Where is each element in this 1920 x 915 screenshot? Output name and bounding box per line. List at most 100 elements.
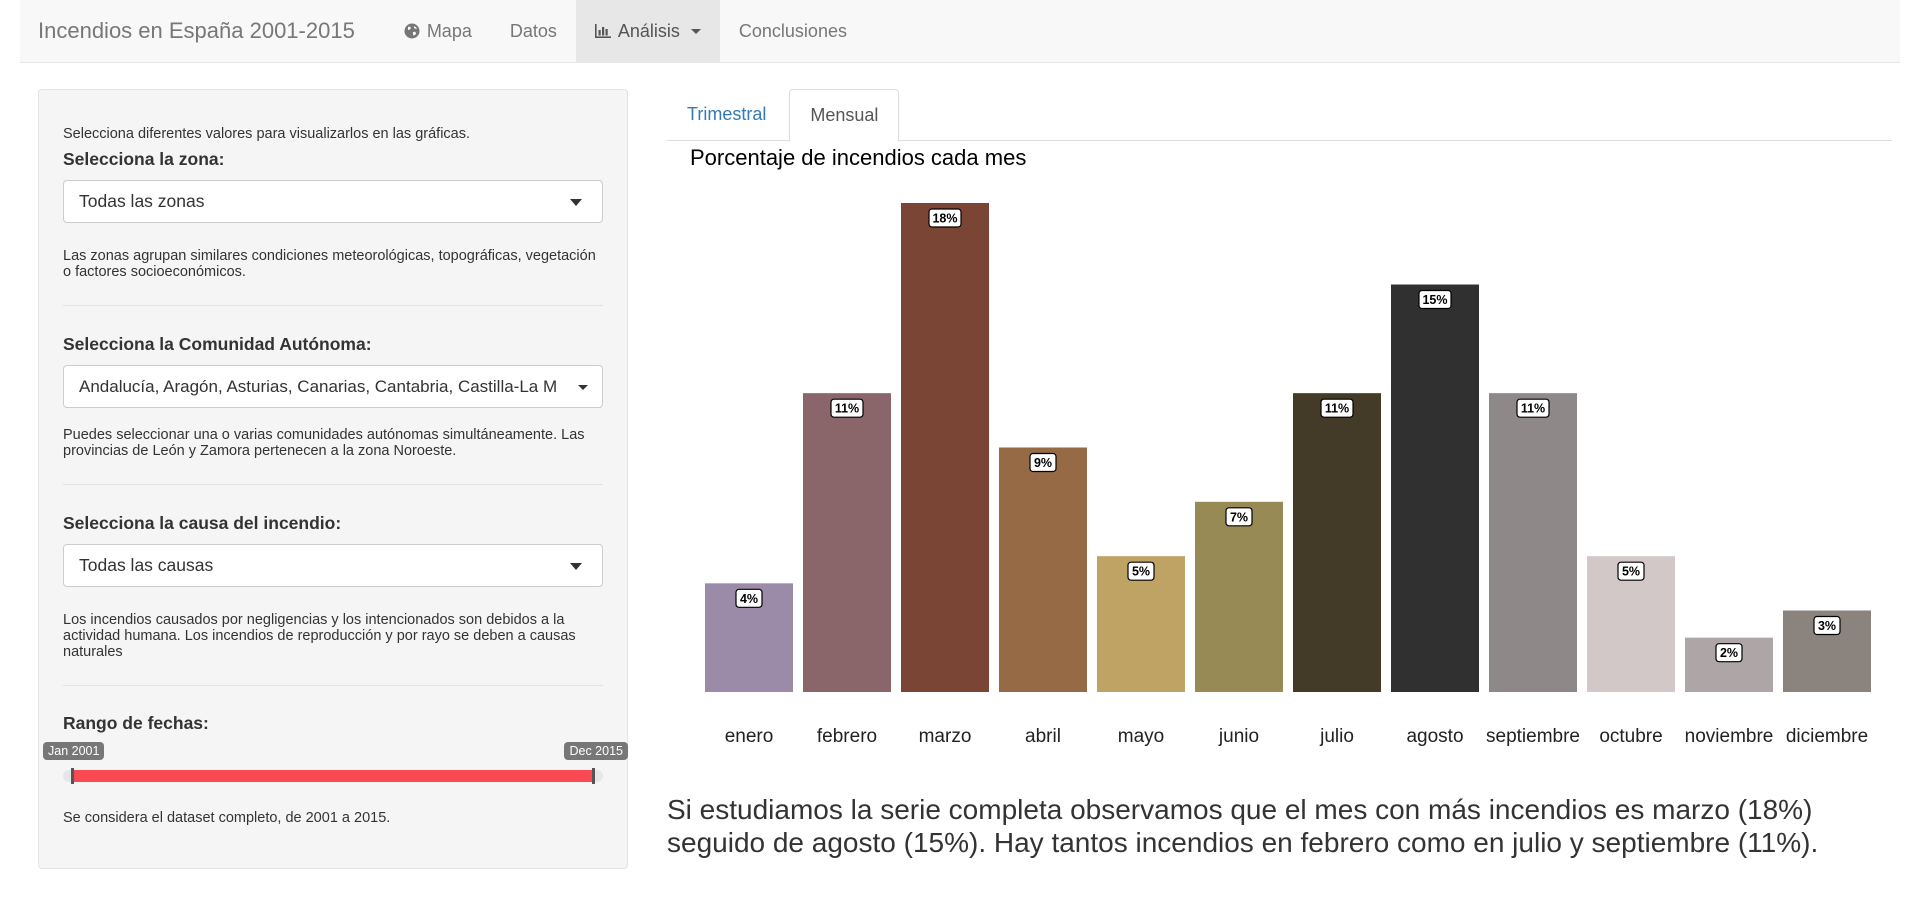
sidebar-intro: Selecciona diferentes valores para visua…	[63, 126, 471, 142]
x-tick-label: mayo	[1118, 726, 1164, 747]
data-label: 9%	[1034, 456, 1052, 470]
data-label: 2%	[1720, 646, 1738, 660]
bar-group: 3% diciembre	[1783, 610, 1871, 747]
x-tick-label: febrero	[817, 726, 877, 747]
data-label: 7%	[1230, 510, 1248, 524]
x-tick-label: marzo	[919, 726, 972, 747]
causa-select[interactable]: Todas las causas	[63, 544, 603, 587]
data-label-box	[1715, 643, 1743, 663]
bar-junio[interactable]	[1195, 501, 1283, 692]
nav-item-datos[interactable]: Datos	[491, 0, 576, 62]
nav-item-label: Datos	[509, 20, 557, 41]
navbar-brand[interactable]: Incendios en España 2001-2015	[38, 18, 355, 43]
data-label-box	[1225, 507, 1253, 527]
sidebar-panel: Selecciona diferentes valores para visua…	[38, 89, 628, 869]
nav-item-mapa[interactable]: Mapa	[385, 0, 491, 62]
slider-handle-to[interactable]	[592, 768, 595, 784]
bar-group: 2% noviembre	[1685, 637, 1774, 747]
bar-group: 4% enero	[705, 583, 793, 747]
data-label-box	[1813, 615, 1841, 636]
zona-label: Selecciona la zona:	[63, 149, 225, 169]
bar-group: 5% mayo	[1097, 556, 1185, 747]
data-label-box	[1516, 398, 1550, 418]
chevron-down-icon	[570, 563, 582, 570]
bar-group: 11% septiembre	[1486, 393, 1580, 747]
bar-agosto[interactable]	[1391, 284, 1479, 693]
data-label-box	[1617, 561, 1645, 581]
bar-group: 7% junio	[1195, 501, 1283, 747]
x-tick-label: agosto	[1406, 726, 1463, 747]
data-label: 5%	[1132, 565, 1150, 579]
slider-selected-range	[72, 770, 594, 782]
navbar: Incendios en España 2001-2015 Mapa Datos…	[20, 0, 1900, 63]
tab-mensual[interactable]: Mensual	[789, 89, 900, 142]
nav-item-label: Análisis	[617, 20, 680, 41]
x-tick-label: septiembre	[1486, 726, 1580, 747]
x-tick-label: abril	[1025, 726, 1061, 747]
tab-trimestral[interactable]: Trimestral	[687, 104, 767, 124]
zona-select[interactable]: Todas las zonas	[63, 180, 603, 223]
bar-group: 11% febrero	[803, 393, 891, 747]
data-label: 5%	[1622, 565, 1640, 579]
comunidad-help: Puedes seleccionar una o varias comunida…	[63, 427, 585, 459]
zona-help: Las zonas agrupan similares condiciones …	[63, 248, 596, 280]
bar-chart-icon	[594, 24, 611, 38]
nav-item-label: Mapa	[426, 20, 472, 41]
bar-group: 18% marzo	[901, 203, 989, 747]
slider-label-from: Jan 2001	[43, 742, 105, 760]
date-range-slider[interactable]: Jan 2001 Dec 2015	[43, 742, 628, 792]
x-tick-label: enero	[725, 726, 774, 747]
data-label: 18%	[932, 212, 957, 226]
bar-group: 15% agosto	[1391, 284, 1479, 747]
chart-tabs: Trimestral Mensual	[667, 89, 1892, 142]
x-tick-label: octubre	[1599, 726, 1662, 747]
divider	[63, 685, 603, 686]
causa-select-value: Todas las causas	[79, 555, 214, 575]
data-label: 11%	[1325, 402, 1349, 416]
bar-abril[interactable]	[999, 447, 1087, 693]
bar-marzo[interactable]	[901, 203, 989, 692]
causa-help: Los incendios causados por negligencias …	[63, 612, 576, 660]
comunidad-select[interactable]: Andalucía, Aragón, Asturias, Canarias, C…	[63, 365, 603, 408]
bar-group: 11% julio	[1293, 393, 1381, 747]
bar-septiembre[interactable]	[1489, 393, 1577, 692]
data-label-box	[1418, 289, 1452, 310]
bar-julio[interactable]	[1293, 393, 1381, 692]
data-label-box	[735, 588, 763, 608]
slider-handle-from[interactable]	[71, 768, 74, 784]
data-label-box	[1127, 561, 1155, 581]
data-label-box	[928, 208, 962, 228]
bar-febrero[interactable]	[803, 393, 891, 692]
nav-item-analisis[interactable]: Análisis	[575, 0, 720, 62]
fechas-help: Se considera el dataset completo, de 200…	[63, 810, 391, 826]
bar-group: 9% abril	[999, 447, 1087, 747]
chevron-down-icon	[570, 199, 582, 206]
comunidad-select-value: Andalucía, Aragón, Asturias, Canarias, C…	[79, 376, 558, 396]
divider	[63, 484, 603, 485]
comunidad-label: Selecciona la Comunidad Autónoma:	[63, 334, 372, 354]
slider-label-to: Dec 2015	[564, 742, 628, 760]
globe-icon	[404, 23, 420, 39]
nav-item-conclusiones[interactable]: Conclusiones	[720, 0, 866, 62]
chevron-down-icon	[578, 385, 588, 390]
nav-item-label: Conclusiones	[738, 20, 847, 41]
data-label: 15%	[1422, 293, 1447, 307]
x-tick-label: diciembre	[1786, 726, 1868, 747]
x-tick-label: julio	[1319, 726, 1354, 747]
divider	[63, 305, 603, 306]
bar-group: 5% octubre	[1587, 556, 1675, 747]
bar-chart: 4% enero 11% febrero 18% marzo 9% abril 5% mayo 7%…	[705, 203, 1871, 747]
x-tick-label: junio	[1218, 726, 1259, 747]
data-label: 3%	[1818, 619, 1836, 633]
chart-title: Porcentaje de incendios cada mes	[690, 145, 1027, 170]
fechas-label: Rango de fechas:	[63, 713, 209, 733]
data-label: 11%	[835, 402, 859, 416]
data-label-box	[1029, 452, 1057, 473]
data-label-box	[830, 398, 864, 418]
data-label: 11%	[1521, 402, 1545, 416]
data-label-box	[1320, 398, 1354, 418]
causa-label: Selecciona la causa del incendio:	[63, 513, 342, 533]
conclusion-text: Si estudiamos la serie completa observam…	[667, 794, 1819, 858]
x-tick-label: noviembre	[1685, 726, 1774, 747]
zona-select-value: Todas las zonas	[79, 191, 205, 211]
